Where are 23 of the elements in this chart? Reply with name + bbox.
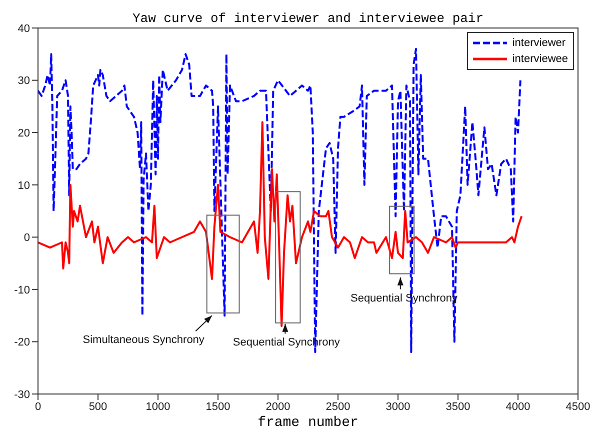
x-tick-label: 4000 [506, 400, 530, 413]
y-tick-label: -20 [14, 336, 30, 349]
y-tick-label: 20 [18, 127, 30, 140]
x-tick-label: 1500 [206, 400, 230, 413]
x-tick-label: 1000 [146, 400, 170, 413]
legend-label: interviewer [512, 37, 566, 49]
x-tick-label: 500 [88, 400, 108, 413]
y-tick-label: 0 [24, 232, 30, 244]
annotation: Simultaneous Synchrony [82, 334, 205, 346]
x-tick-label: 4500 [566, 400, 590, 413]
y-tick-label: 30 [18, 75, 30, 88]
y-tick-label: 40 [18, 22, 30, 35]
y-tick-label: -10 [14, 284, 30, 296]
legend-label: interviewee [512, 53, 568, 65]
x-tick-label: 3500 [446, 400, 470, 413]
chart-title: Yaw curve of interviewer and interviewee pair [132, 11, 484, 26]
x-tick-label: 2000 [266, 400, 290, 413]
x-tick-label: 2500 [326, 400, 350, 413]
x-axis-title: frame number [258, 415, 358, 431]
x-tick-label: 0 [34, 400, 42, 413]
x-tick-label: 3000 [386, 400, 410, 413]
y-tick-label: 10 [18, 180, 30, 192]
y-tick-label: -30 [14, 388, 30, 401]
